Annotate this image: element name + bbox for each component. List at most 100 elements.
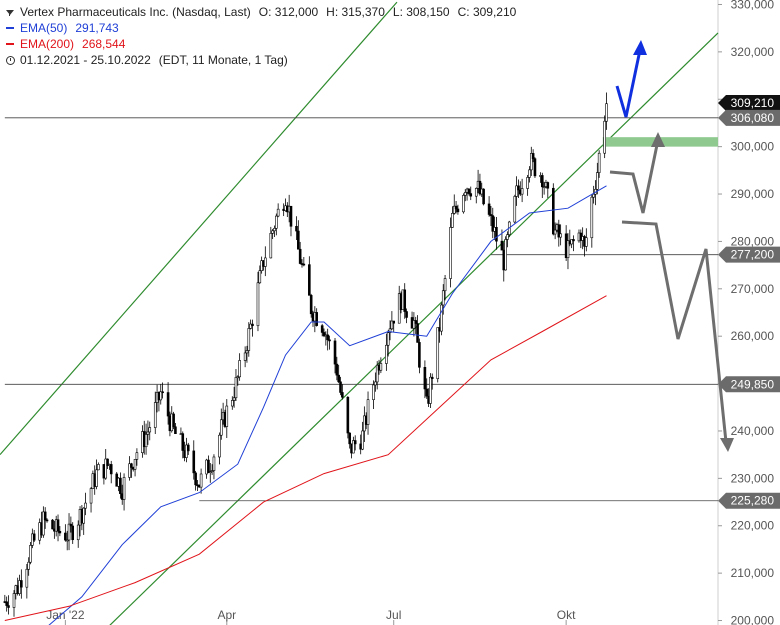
candle-body xyxy=(146,431,150,435)
candle-body xyxy=(474,188,478,197)
candle-body xyxy=(449,227,452,279)
candle-body xyxy=(592,193,595,198)
y-tick-label: 280,000 xyxy=(731,234,775,248)
candle-body xyxy=(529,153,533,171)
projection-arrowhead xyxy=(633,40,647,55)
candle-body xyxy=(557,224,561,238)
candle-body xyxy=(238,360,241,378)
y-tick-label: 330,000 xyxy=(731,0,775,11)
candle-body xyxy=(82,507,86,524)
candle-body xyxy=(95,469,98,487)
high-value: H: 315,370 xyxy=(326,5,385,19)
candle-body xyxy=(339,381,342,393)
candle-body xyxy=(337,374,340,383)
ema200-swatch xyxy=(6,43,14,45)
candle-body xyxy=(20,580,23,588)
candle-body xyxy=(526,177,529,189)
candle-body xyxy=(42,511,45,536)
chevron-down-icon[interactable] xyxy=(6,9,14,15)
candle-body xyxy=(482,188,485,205)
candle-body xyxy=(366,399,370,425)
candle-body xyxy=(258,270,262,284)
candle-body xyxy=(392,320,396,324)
candle-body xyxy=(429,376,432,404)
ema50-legend: EMA(50) 291,743 xyxy=(6,20,516,36)
candle-body xyxy=(135,452,139,460)
projection-grey-path xyxy=(621,220,728,443)
candle-body xyxy=(194,472,197,486)
candle-body xyxy=(25,568,29,588)
candle-body xyxy=(500,240,504,251)
candle-body xyxy=(552,187,555,235)
candle-body xyxy=(517,185,520,191)
candle-body xyxy=(192,450,196,474)
candle-body xyxy=(597,152,601,173)
candle-body xyxy=(249,323,252,329)
candle-body xyxy=(297,230,300,250)
ema50-swatch xyxy=(6,27,14,29)
candle-body xyxy=(32,533,36,541)
candle-body xyxy=(335,363,339,376)
candle-body xyxy=(416,323,419,343)
candle-body xyxy=(513,196,517,223)
candle-body xyxy=(58,530,62,534)
candle-body xyxy=(533,158,537,177)
candle-body xyxy=(491,215,495,232)
candle-body xyxy=(243,352,247,361)
candle-body xyxy=(232,397,236,401)
level-label-bg xyxy=(718,109,780,126)
candle-body xyxy=(590,196,594,239)
candle-body xyxy=(89,488,93,504)
candle-body xyxy=(29,545,32,563)
candle-body xyxy=(372,384,375,400)
candle-body xyxy=(174,426,177,434)
candle-body xyxy=(559,233,562,238)
candle-body xyxy=(273,228,276,232)
candle-body xyxy=(375,364,379,383)
candle-body xyxy=(27,561,30,570)
candle-body xyxy=(67,523,71,541)
candle-body xyxy=(322,332,326,337)
candle-body xyxy=(148,427,152,433)
candle-body xyxy=(423,367,427,390)
ema200-line xyxy=(4,295,607,621)
clock-icon xyxy=(6,55,15,65)
candle-body xyxy=(5,601,8,606)
level-label-bg xyxy=(718,376,780,393)
channel-lower-line xyxy=(109,32,719,625)
candle-body xyxy=(234,377,238,399)
level-label-bg xyxy=(718,492,780,509)
candle-body xyxy=(436,327,440,379)
candle-body xyxy=(130,463,133,468)
candle-body xyxy=(418,342,421,368)
ema200-label: EMA(200) xyxy=(20,37,75,51)
candle-body xyxy=(346,396,350,434)
x-tick-label: Okt xyxy=(557,608,576,622)
candle-body xyxy=(572,239,575,242)
candles xyxy=(3,92,608,617)
candle-body xyxy=(264,257,267,267)
candle-body xyxy=(207,459,210,474)
y-tick-label: 240,000 xyxy=(731,424,775,438)
close-value: C: 309,210 xyxy=(457,5,517,19)
ema200-legend: EMA(200) 268,544 xyxy=(6,36,516,52)
candle-body xyxy=(540,175,544,188)
candle-body xyxy=(219,419,223,436)
level-label-bg xyxy=(718,246,780,263)
level-label: 277,200 xyxy=(731,248,775,262)
low-value: L: 308,150 xyxy=(392,5,450,19)
y-tick-label: 220,000 xyxy=(731,519,775,533)
candle-body xyxy=(546,182,550,189)
candle-body xyxy=(104,458,108,479)
candle-body xyxy=(566,240,570,259)
candle-body xyxy=(333,340,337,365)
candle-body xyxy=(106,458,109,466)
candle-body xyxy=(308,264,311,296)
candle-body xyxy=(208,471,212,474)
candle-body xyxy=(153,402,157,428)
projection-grey-path xyxy=(609,139,660,214)
candle-body xyxy=(605,103,608,122)
last-price-label-bg xyxy=(718,94,780,111)
ohlc-row: Vertex Pharmaceuticals Inc. (Nasdaq, Las… xyxy=(6,4,516,20)
candle-body xyxy=(379,363,383,371)
